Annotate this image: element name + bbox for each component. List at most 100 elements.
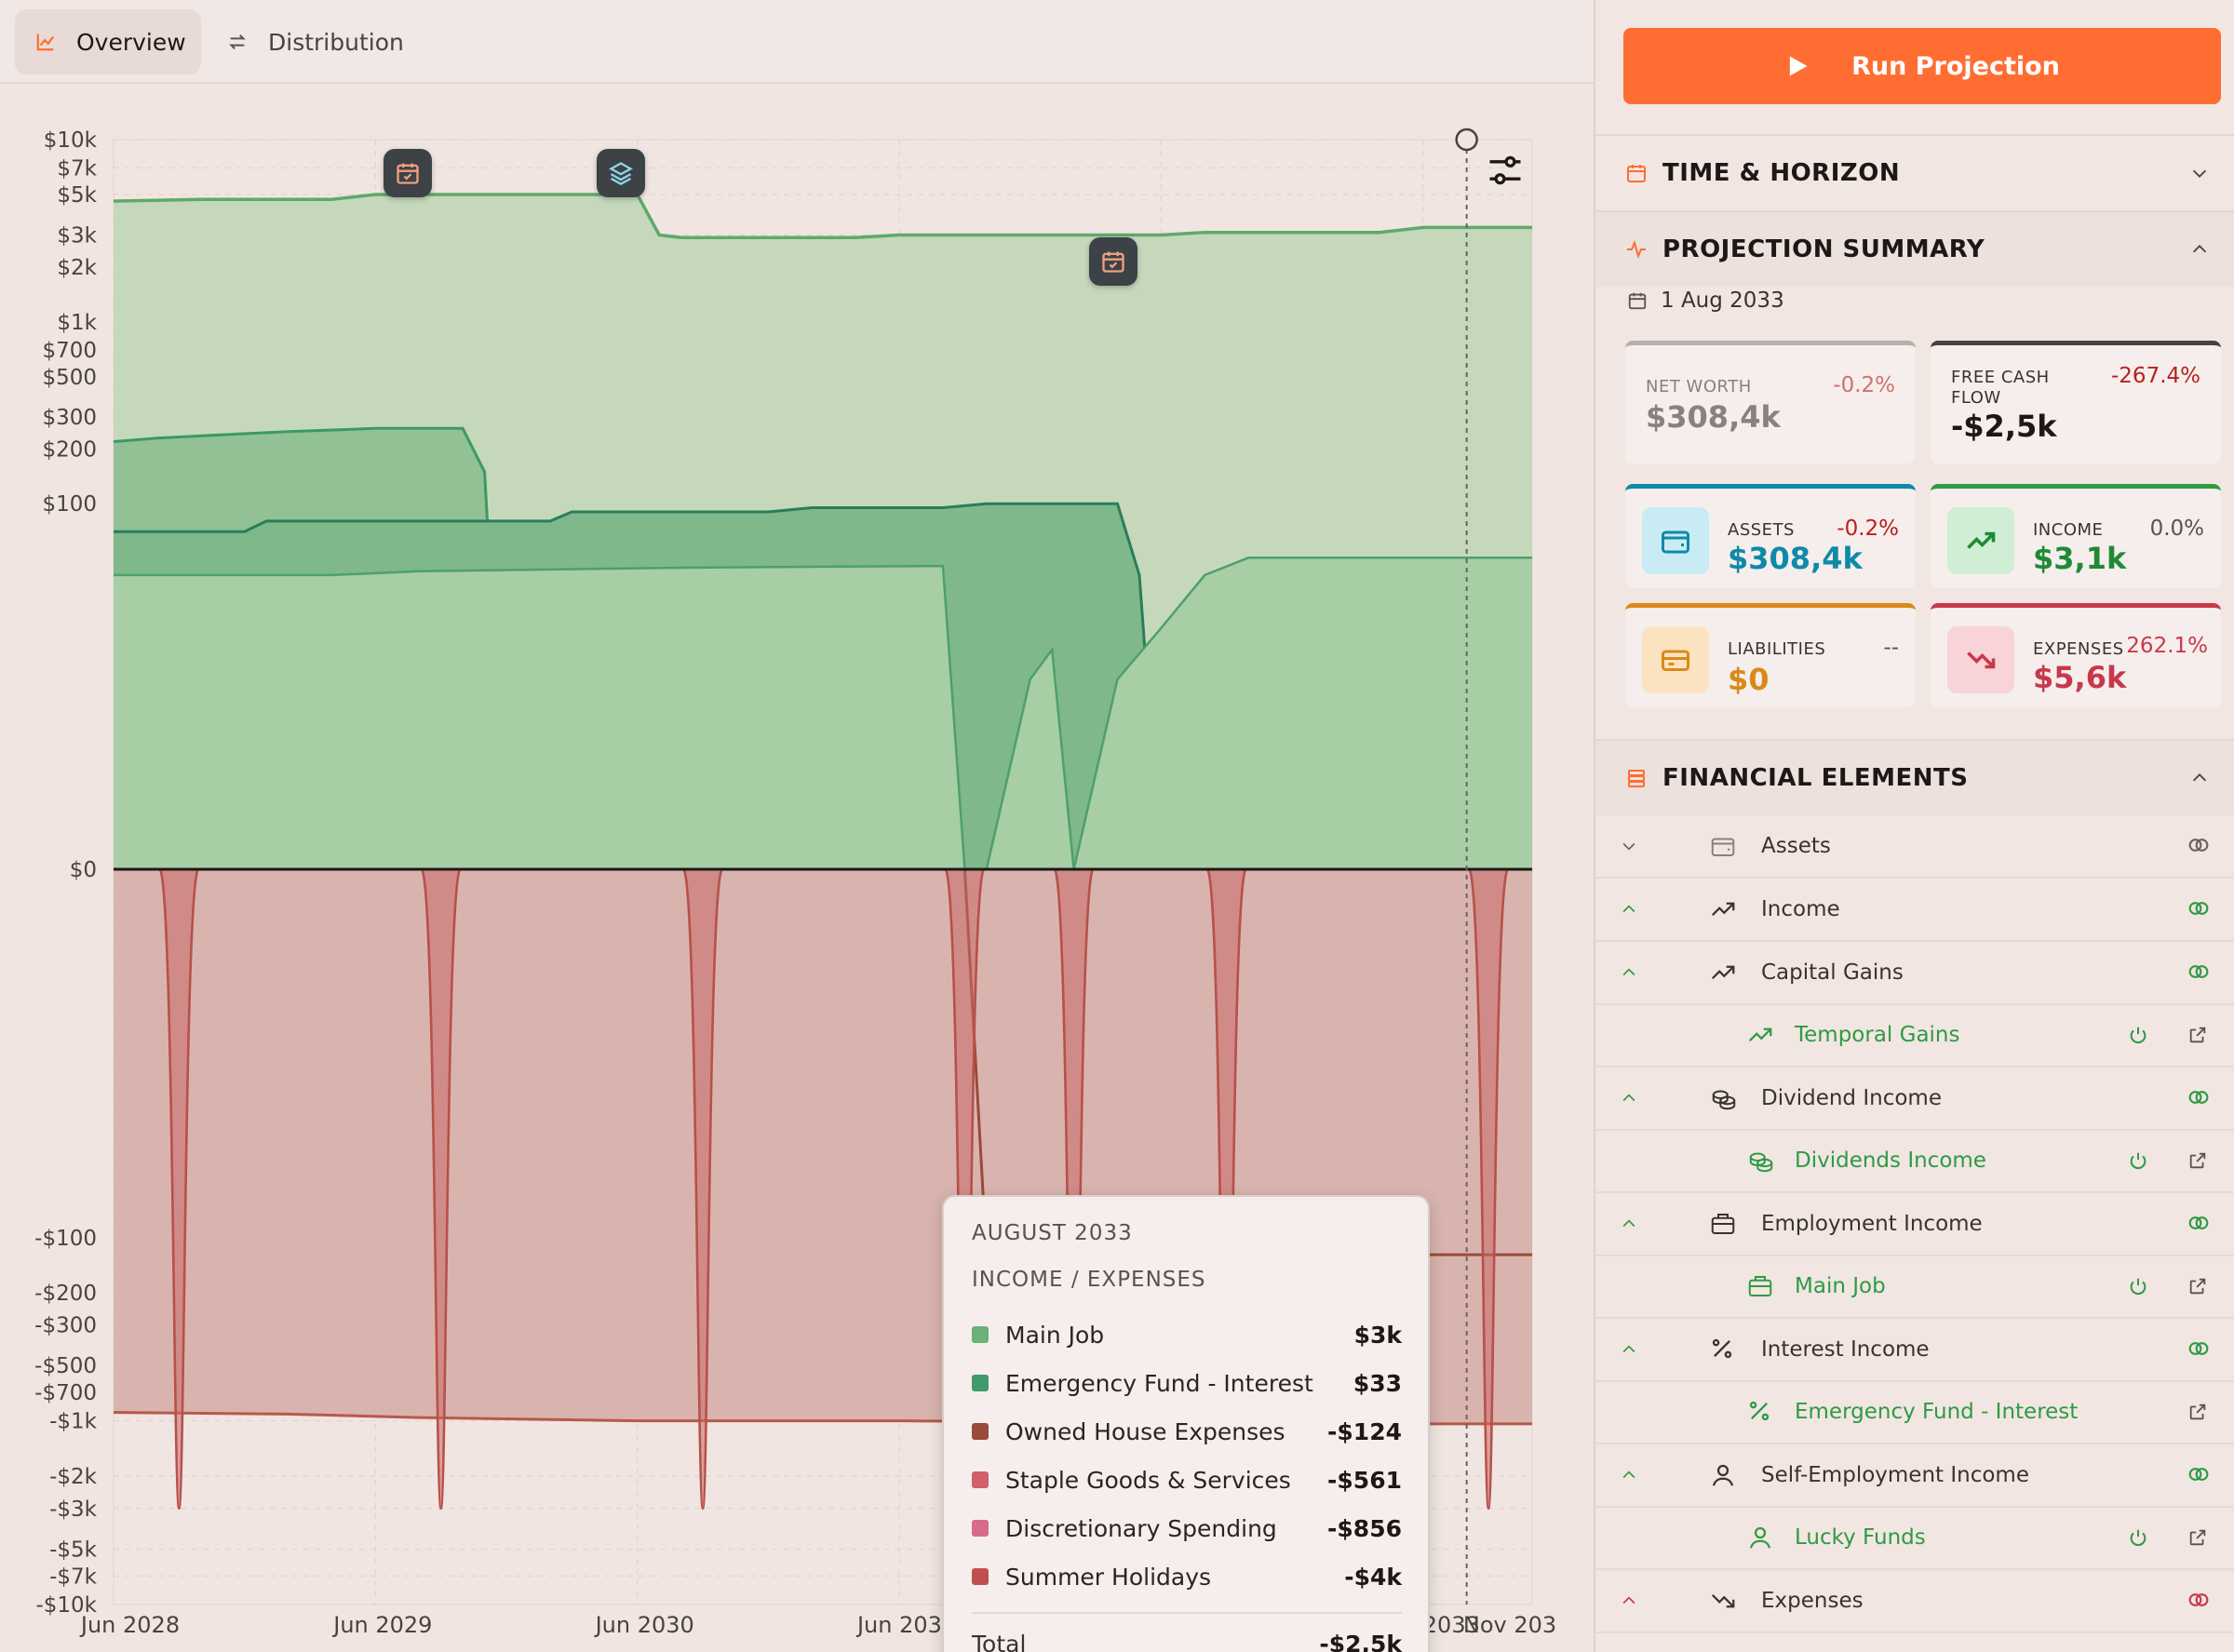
power-icon[interactable]: [2128, 1025, 2148, 1049]
chevron-down-icon[interactable]: [1620, 837, 1638, 859]
layers-icon: [609, 162, 633, 186]
free-cash-flow-pct: -267.4%: [2111, 364, 2200, 388]
y-tick-label: $3k: [57, 223, 97, 248]
expenses-pct: 262.1%: [2126, 634, 2208, 658]
tooltip-row: Owned House Expenses -$124: [972, 1407, 1402, 1456]
financial-element-child[interactable]: Emergency Fund - Interest: [1595, 1381, 2234, 1444]
y-tick-label: $100: [42, 492, 97, 517]
tooltip-row-value: $33: [1353, 1369, 1402, 1397]
y-tick-label: $5k: [57, 183, 97, 208]
section-time-horizon[interactable]: TIME & HORIZON: [1595, 134, 2234, 210]
card-net-worth: NET WORTH -0.2% $308,4k: [1625, 341, 1916, 463]
financial-element-group[interactable]: Interest Income: [1595, 1319, 2234, 1382]
chevron-down-icon: [2192, 169, 2207, 178]
linked-circles-icon[interactable]: [2186, 895, 2212, 925]
sidebar: Run Projection TIME & HORIZON PROJECTION…: [1594, 0, 2234, 1652]
tab-overview[interactable]: Overview: [15, 9, 201, 74]
event-marker-calendar-2[interactable]: [1089, 237, 1137, 286]
chevron-up-icon[interactable]: [1620, 963, 1638, 986]
financial-element-group[interactable]: Employment Income: [1595, 1193, 2234, 1256]
x-tick-label: Jun 2031: [855, 1612, 956, 1638]
card-liabilities: LIABILITIES -- $0: [1625, 603, 1916, 707]
wallet-icon: [1709, 832, 1737, 864]
external-link-icon[interactable]: [2187, 1025, 2208, 1049]
linked-circles-icon[interactable]: [2186, 959, 2212, 988]
financial-element-child[interactable]: Main Job: [1595, 1256, 2234, 1319]
section-projection-summary[interactable]: PROJECTION SUMMARY: [1595, 210, 2234, 287]
financial-element-label: Emergency Fund - Interest: [1795, 1400, 2079, 1424]
financial-element-label: Income: [1761, 897, 1840, 921]
card-free-cash-flow: FREE CASH FLOW -267.4% -$2,5k: [1931, 341, 2221, 463]
external-link-icon[interactable]: [2187, 1276, 2208, 1300]
user-icon: [1746, 1524, 1774, 1555]
financial-element-group[interactable]: Capital Gains: [1595, 942, 2234, 1005]
percent-icon: [1709, 1336, 1735, 1365]
trend-up-icon: [1709, 959, 1737, 990]
y-tick-label: -$500: [34, 1354, 97, 1378]
financial-element-group[interactable]: Dividend Income: [1595, 1068, 2234, 1131]
power-icon[interactable]: [2128, 1527, 2148, 1551]
financial-element-child[interactable]: Lucky Funds: [1595, 1507, 2234, 1570]
financial-element-group[interactable]: Assets: [1595, 815, 2234, 879]
financial-element-child[interactable]: Dividends Income: [1595, 1130, 2234, 1193]
tooltip-row: Emergency Fund - Interest $33: [972, 1359, 1402, 1407]
linked-circles-icon[interactable]: [2186, 832, 2212, 862]
income-series-2-line: [113, 426, 508, 870]
tooltip-total: Total -$2,5k: [972, 1612, 1402, 1652]
coins-icon: [1746, 1147, 1776, 1178]
tooltip-row-value: -$4k: [1344, 1563, 1402, 1591]
summer-holidays-spike: [420, 867, 463, 1511]
tooltip-row: Summer Holidays -$4k: [972, 1552, 1402, 1601]
event-marker-calendar[interactable]: [384, 149, 432, 197]
section-financial-elements[interactable]: FINANCIAL ELEMENTS: [1595, 739, 2234, 815]
external-link-icon[interactable]: [2187, 1527, 2208, 1551]
chart-settings-button[interactable]: [1482, 147, 1528, 194]
expenses-value: $5,6k: [2033, 660, 2127, 695]
y-tick-label: -$3k: [49, 1498, 98, 1522]
linked-circles-icon[interactable]: [2186, 1084, 2212, 1114]
chevron-up-icon[interactable]: [1620, 1215, 1638, 1237]
chevron-up-icon[interactable]: [1620, 1466, 1638, 1488]
legend-swatch: [972, 1326, 989, 1343]
tooltip-row-value: $3k: [1353, 1321, 1402, 1349]
power-icon[interactable]: [2128, 1150, 2148, 1175]
run-projection-button[interactable]: Run Projection: [1623, 28, 2221, 104]
assets-value: $308,4k: [1728, 541, 1863, 576]
financial-element-child[interactable]: Temporal Gains: [1595, 1004, 2234, 1068]
chevron-up-icon: [2192, 773, 2207, 782]
linked-circles-icon[interactable]: [2186, 1461, 2212, 1491]
linked-circles-icon[interactable]: [2186, 1210, 2212, 1240]
emergency-fund-interest-area: [114, 557, 1532, 869]
y-tick-label: $10k: [44, 128, 98, 153]
tooltip-row: Staple Goods & Services -$561: [972, 1456, 1402, 1504]
cursor-handle: [1455, 128, 1478, 152]
net-worth-pct: -0.2%: [1833, 373, 1895, 397]
external-link-icon[interactable]: [2187, 1402, 2208, 1426]
tooltip-row-label: Summer Holidays: [1005, 1563, 1212, 1591]
liabilities-label: LIABILITIES: [1728, 639, 1826, 659]
chevron-up-icon[interactable]: [1620, 1340, 1638, 1363]
financial-element-group[interactable]: Income: [1595, 879, 2234, 942]
event-marker-layers[interactable]: [597, 149, 645, 197]
linked-circles-icon[interactable]: [2186, 1587, 2212, 1617]
financial-element-label: Assets: [1761, 834, 1831, 858]
tooltip-row-value: -$856: [1327, 1514, 1402, 1542]
y-tick-label: $300: [42, 406, 97, 430]
linked-circles-icon[interactable]: [2186, 1336, 2212, 1365]
power-icon[interactable]: [2128, 1276, 2148, 1300]
chevron-up-icon[interactable]: [1620, 1592, 1638, 1614]
financial-element-group[interactable]: Self-Employment Income: [1595, 1444, 2234, 1508]
financial-element-group[interactable]: Expenses: [1595, 1570, 2234, 1633]
trend-up-icon: [1947, 507, 2014, 574]
wallet-icon: [1642, 507, 1709, 574]
summary-date: 1 Aug 2033: [1627, 289, 1784, 313]
tab-distribution[interactable]: Distribution: [207, 9, 411, 74]
chevron-up-icon[interactable]: [1620, 900, 1638, 922]
y-tick-label: $500: [42, 366, 97, 390]
net-worth-value: $308,4k: [1646, 399, 1781, 435]
tooltip-row-value: -$124: [1327, 1417, 1402, 1445]
chevron-up-icon[interactable]: [1620, 1089, 1638, 1111]
section-time-horizon-title: TIME & HORIZON: [1662, 159, 1901, 187]
income-series-3-line: [114, 502, 1163, 870]
external-link-icon[interactable]: [2187, 1150, 2208, 1175]
